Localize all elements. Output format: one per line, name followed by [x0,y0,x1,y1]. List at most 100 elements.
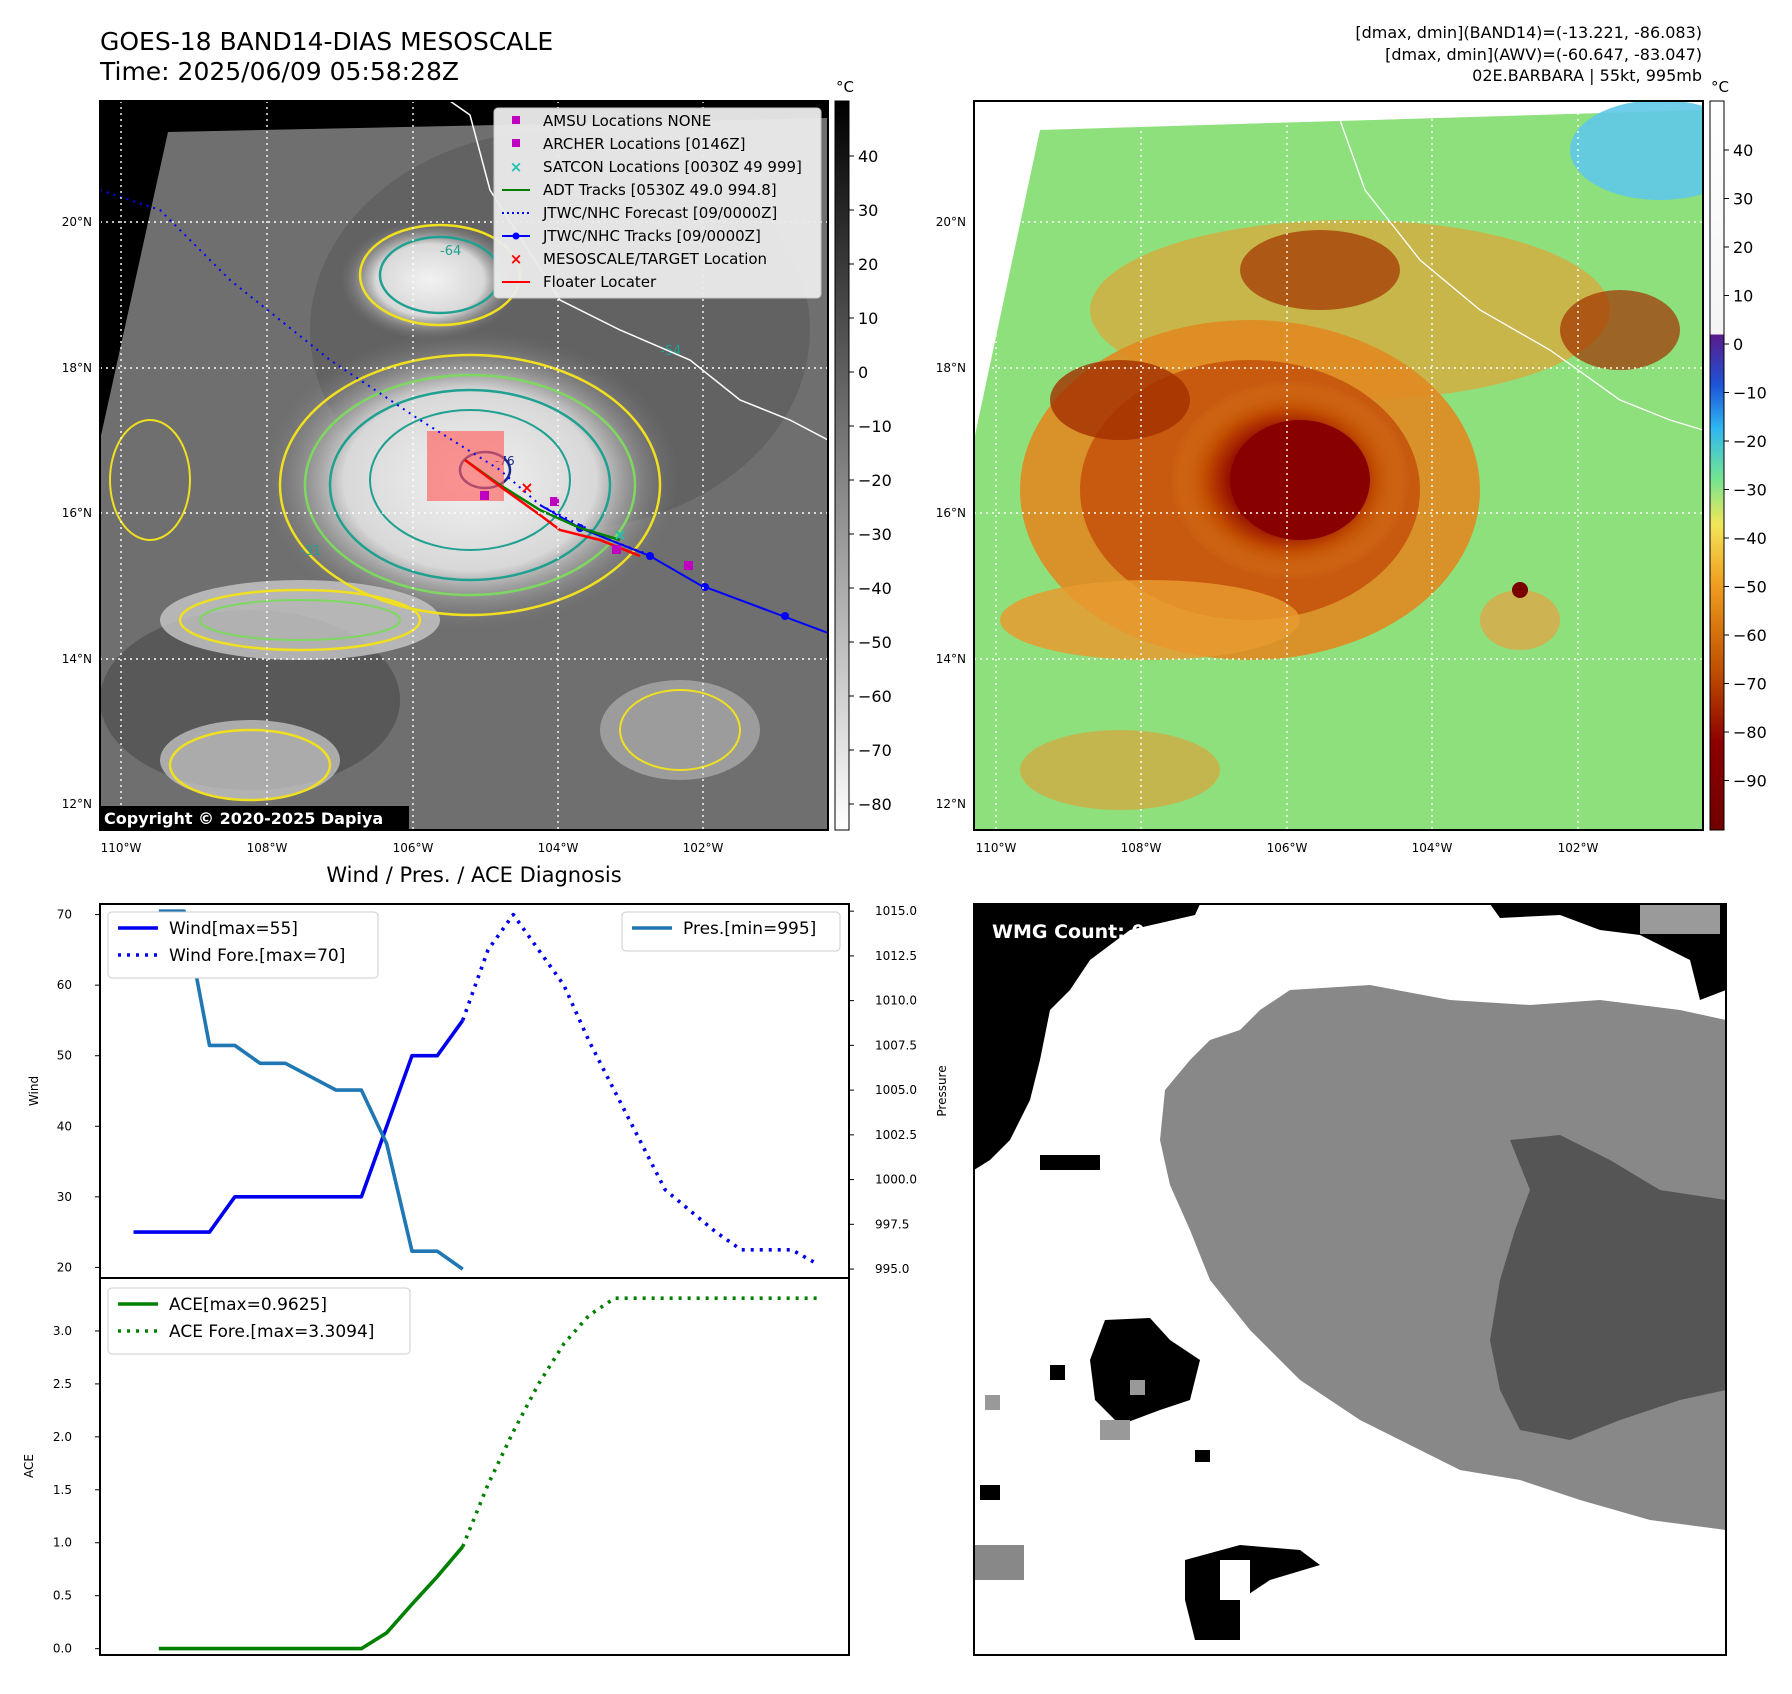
left-colorbar-tick: 30 [858,201,878,220]
left-map-lat-label: 16°N [62,506,92,520]
legend-item: JTWC/NHC Forecast [09/0000Z] [502,204,777,222]
left-map-lon-label: 108°W [247,841,288,855]
left-map-lon-label: 102°W [683,841,724,855]
y-right-tick-label: 1012.5 [875,949,917,963]
map-legend: AMSU Locations NONE ARCHER Locations [014… [493,107,822,299]
figure-time: Time: 2025/06/09 05:58:28Z [99,57,459,86]
chart-legend [107,911,379,979]
left-map-lat-label: 14°N [62,652,92,666]
y-tick-label: 2.5 [53,1377,72,1391]
legend-item: ADT Tracks [0530Z 49.0 994.8] [502,181,777,199]
series-line-2 [158,909,464,1271]
right-ir-map [974,101,1703,830]
left-colorbar-tick: 10 [858,309,878,328]
y-right-tick-label: 1015.0 [875,904,917,918]
right-colorbar-tick: 20 [1733,238,1753,257]
y-tick-label: 0.5 [53,1589,72,1603]
legend-label: JTWC/NHC Forecast [09/0000Z] [542,204,777,222]
left-map-lat-label: 12°N [62,797,92,811]
left-map-lon-label: 106°W [393,841,434,855]
right-colorbar-tick: −80 [1733,723,1767,742]
right-map-lon-label: 108°W [1121,841,1162,855]
right-colorbar-tick: −10 [1733,384,1767,403]
legend-label: Floater Locater [543,273,657,291]
legend-marker [512,116,520,124]
chart-legend-label: Wind[max=55] [169,919,298,939]
contour-label-64: -64 [440,244,461,259]
left-colorbar-tick: −50 [858,633,892,652]
legend-label: SATCON Locations [0030Z 49 999] [543,158,802,176]
right-map-lon-label: 104°W [1412,841,1453,855]
right-colorbar-tick: −30 [1733,481,1767,500]
legend-item: AMSU Locations NONE [512,112,711,130]
right-map-lat-label: 12°N [936,797,966,811]
floater-box [427,431,504,501]
y-tick-label: 20 [57,1260,72,1274]
diagnosis-title: Wind / Pres. / ACE Diagnosis [326,863,621,887]
y-tick-label: 0.0 [53,1642,72,1656]
right-colorbar-unit: °C [1711,78,1729,96]
left-colorbar-tick: −20 [858,471,892,490]
left-colorbar-tick: −10 [858,417,892,436]
legend-item: ARCHER Locations [0146Z] [512,135,746,153]
y-right-tick-label: 1007.5 [875,1038,917,1052]
y-right-tick-label: 1010.0 [875,994,917,1008]
legend-item: × SATCON Locations [0030Z 49 999] [510,158,802,176]
y-tick-label: 2.0 [53,1430,72,1444]
y-tick-label: 60 [57,978,72,992]
y-right-tick-label: 1002.5 [875,1128,917,1142]
left-colorbar-tick: 0 [858,363,868,382]
right-map-lat-label: 16°N [936,506,966,520]
chart-legend-label: Wind Fore.[max=70] [169,946,345,966]
left-colorbar-tick: −60 [858,687,892,706]
ace-axis-label: ACE [22,1454,36,1478]
right-colorbar-tick: 0 [1733,335,1743,354]
y-right-tick-label: 1005.0 [875,1083,917,1097]
legend-marker: × [510,250,523,268]
wind-axis-label: Wind [27,1076,41,1106]
y-tick-label: 50 [57,1049,72,1063]
left-map-lat-label: 18°N [62,361,92,375]
legend-label: ARCHER Locations [0146Z] [543,135,746,153]
legend-label: MESOSCALE/TARGET Location [543,250,767,268]
right-map-lon-label: 102°W [1558,841,1599,855]
wind-pressure-panel: 20 30 40 50 60 70 995.0 997.5 1000.0 1002.5 1005.0… [27,903,949,1279]
right-colorbar-tick: −70 [1733,675,1767,694]
series-line-1 [461,912,818,1266]
chart-legend [621,911,841,952]
right-colorbar: °C 40 30 20 10 0 −10 −20 −30 −40 −50 −60 −70 −80 −90 [1709,78,1767,831]
storm-info: 02E.BARBARA | 55kt, 995mb [1472,66,1702,85]
right-colorbar-tick: 40 [1733,141,1753,160]
chart-legend-label: ACE[max=0.9625] [169,1295,327,1315]
left-colorbar-tick: −30 [858,525,892,544]
legend-item: Floater Locater [502,273,657,291]
legend-item: × MESOSCALE/TARGET Location [510,250,767,268]
left-colorbar: °C 40 30 20 10 0 −10 −20 −30 −40 −50 −60 −70 −80 [834,78,892,831]
y-tick-label: 3.0 [53,1324,72,1338]
y-tick-label: 40 [57,1119,72,1133]
figure-title: GOES-18 BAND14-DIAS MESOSCALE [100,27,553,56]
series-line-0 [133,1019,465,1234]
chart-legend-label: ACE Fore.[max=3.3094] [169,1322,374,1342]
chart-legend-label: Pres.[min=995] [683,919,816,939]
right-colorbar-tick: −90 [1733,772,1767,791]
right-map-lon-label: 110°W [976,841,1017,855]
legend-marker [512,139,520,147]
svg-text:×: × [520,478,533,497]
contour-label-31: -31 [300,544,321,559]
y-right-tick-label: 995.0 [875,1262,909,1276]
wmg-count-label: WMG Count: 0 [992,921,1145,943]
legend-label: AMSU Locations NONE [543,112,711,130]
dmax-dmin-awv: [dmax, dmin](AWV)=(-60.647, -83.047) [1385,45,1702,64]
left-colorbar-tick: −80 [858,795,892,814]
legend-label: JTWC/NHC Tracks [09/0000Z] [542,227,761,245]
left-colorbar-tick: −70 [858,741,892,760]
legend-marker: × [510,158,523,176]
right-colorbar-tick: 10 [1733,287,1753,306]
y-tick-label: 30 [57,1190,72,1204]
y-right-tick-label: 1000.0 [875,1173,917,1187]
left-map-lat-label: 20°N [62,215,92,229]
left-colorbar-tick: 20 [858,255,878,274]
